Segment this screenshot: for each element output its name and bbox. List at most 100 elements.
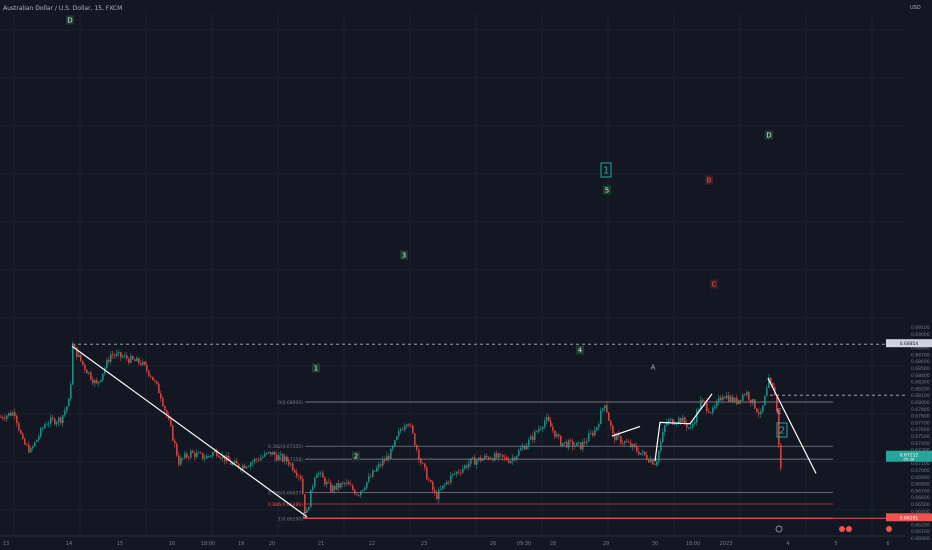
candle-body: [26, 444, 28, 446]
candle-body: [58, 417, 60, 423]
high-price-tag-bg: [886, 339, 932, 348]
candle-body: [632, 444, 634, 448]
candle-body: [78, 354, 80, 357]
candle-body: [380, 464, 382, 466]
candle-body: [434, 490, 436, 493]
candle-body: [194, 452, 196, 458]
wave-label-text: 1: [603, 166, 609, 177]
candle-body: [496, 453, 498, 458]
time-axis[interactable]: 13 14 15 16 18:00 19 20 21 22 23 26 09:30 28 29 30 18:0…: [0, 525, 905, 547]
wave-label-text: 4: [578, 346, 583, 354]
candle-body: [392, 445, 394, 450]
wave-label[interactable]: 2: [352, 451, 360, 461]
candle-body: [108, 359, 110, 362]
candle-body: [712, 408, 714, 413]
candle-body: [620, 436, 622, 444]
candle-body: [468, 463, 470, 468]
candle-body: [678, 418, 680, 424]
candle-body: [172, 425, 174, 441]
candle-body: [588, 433, 590, 442]
candle-body: [552, 426, 554, 431]
candle-body: [722, 397, 724, 401]
candle-body: [28, 444, 30, 453]
time-label: 21: [318, 541, 324, 547]
wave-label[interactable]: 1: [600, 162, 612, 178]
candle-body: [394, 440, 396, 446]
candle-body: [704, 401, 706, 404]
wave-label-box: [705, 175, 713, 185]
candle-body: [304, 493, 306, 513]
wave-label-text: E: [303, 511, 307, 519]
candle-body: [688, 427, 690, 429]
candle-body: [702, 399, 704, 402]
time-label: 2023: [720, 541, 733, 547]
candle-body: [404, 426, 406, 430]
wave-label[interactable]: 4: [576, 345, 584, 355]
candle-body: [484, 455, 486, 459]
candle-body: [462, 468, 464, 473]
wave-label[interactable]: 2: [776, 422, 788, 438]
candle-body: [648, 459, 650, 463]
candle-body: [512, 457, 514, 462]
candle-body: [654, 464, 656, 466]
wave-drawings[interactable]: [71, 343, 905, 518]
candle-body: [744, 394, 746, 396]
candle-body: [758, 412, 760, 415]
price-axis[interactable]: USD0.691000.690000.689000.688000.687000.…: [886, 0, 932, 542]
wave-label[interactable]: E: [775, 407, 783, 416]
candle-body: [318, 473, 320, 475]
economic-event-icon: [846, 526, 852, 532]
wave-label[interactable]: D: [765, 130, 773, 140]
candle-body: [0, 416, 2, 418]
candle-body: [506, 457, 508, 461]
candle-body: [382, 460, 384, 466]
candle-body: [508, 460, 510, 463]
low-price-tag: 0.66281: [886, 513, 932, 522]
candle-body: [656, 461, 658, 466]
candle-body: [352, 485, 354, 490]
candle-body: [320, 472, 322, 474]
candle-body: [608, 412, 610, 421]
candle-body: [136, 358, 138, 362]
candle-body: [692, 423, 694, 427]
candle-body: [736, 397, 738, 404]
price-tick: 0.67900: [911, 407, 930, 413]
candle-body: [200, 452, 202, 454]
candle-body: [550, 421, 552, 427]
candle-body: [272, 452, 274, 455]
candle-body: [526, 445, 528, 450]
wave-label[interactable]: A: [649, 363, 657, 372]
wave-labels[interactable]: D E 1 2 3 4 5 1 A B C D E 2: [66, 15, 788, 520]
candle-body: [706, 403, 708, 412]
price-axis-currency: USD: [910, 5, 921, 11]
candle-body: [572, 441, 574, 447]
candle-body: [176, 443, 178, 456]
candle-body: [134, 359, 136, 362]
candle-body: [466, 465, 468, 468]
wave-label[interactable]: 3: [400, 250, 408, 260]
wave-label[interactable]: 1: [312, 363, 320, 373]
candle-body: [664, 425, 666, 432]
price-tick: 0.66800: [911, 482, 930, 488]
candle-body: [246, 466, 248, 469]
wave-label[interactable]: 5: [603, 185, 611, 195]
price-tick: 0.67100: [911, 461, 930, 467]
candle-body: [76, 347, 78, 357]
candle-body: [418, 449, 420, 460]
candle-body: [274, 452, 276, 455]
wave-label[interactable]: E: [301, 511, 309, 520]
candle-body: [262, 456, 264, 458]
wave-label[interactable]: C: [710, 279, 718, 289]
wave-label[interactable]: D: [66, 15, 74, 25]
candle-body: [32, 446, 34, 448]
candle-body: [270, 451, 272, 455]
candle-body: [158, 383, 160, 394]
fib-label: 0.5(0.67158): [274, 457, 304, 463]
candle-body: [642, 451, 644, 454]
candle-body: [730, 396, 732, 402]
time-label: 09:30: [517, 541, 531, 547]
wave-label[interactable]: B: [705, 175, 713, 185]
wave-label-box: [710, 279, 718, 289]
candle-body: [120, 352, 122, 358]
